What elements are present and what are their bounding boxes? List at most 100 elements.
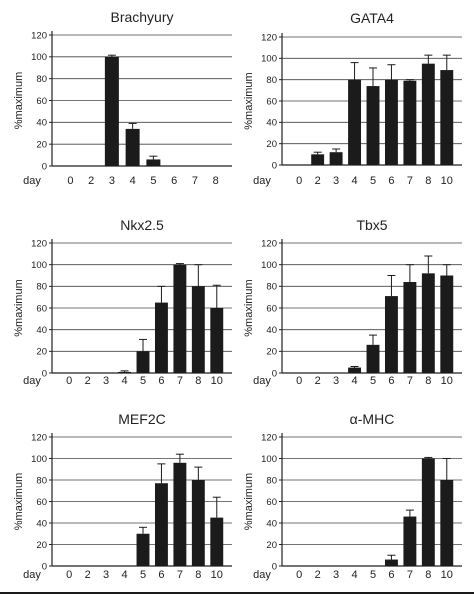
x-tick-label: 2 (88, 175, 94, 187)
bar (440, 275, 454, 373)
y-tick-label: 120 (31, 432, 47, 443)
chart-title: GATA4 (350, 10, 394, 26)
bar (421, 273, 435, 373)
y-tick-label: 40 (266, 518, 277, 529)
bar (366, 344, 380, 373)
x-tick-label: 3 (109, 175, 115, 187)
x-tick-label: 5 (370, 569, 376, 581)
bar (403, 282, 417, 373)
y-tick-label: 0 (272, 368, 277, 379)
x-tick-label: 8 (425, 175, 431, 187)
bar (104, 56, 119, 167)
bar (440, 480, 454, 566)
y-tick-label: 60 (36, 96, 47, 107)
bar (421, 458, 435, 566)
x-tick-label: 6 (158, 569, 164, 581)
y-tick-label: 100 (261, 260, 277, 271)
x-tick-label: 3 (333, 375, 339, 387)
bar (348, 79, 362, 165)
chart-title: Nkx2.5 (120, 217, 164, 233)
x-tick-label: 2 (85, 569, 91, 581)
chart-title: Tbx5 (356, 217, 387, 233)
y-tick-label: 80 (266, 282, 277, 293)
x-axis-label: day (23, 175, 41, 187)
y-tick-label: 40 (36, 518, 47, 529)
x-tick-label: 2 (315, 375, 321, 387)
x-tick-label: 4 (121, 569, 127, 581)
x-tick-label: 3 (333, 569, 339, 581)
x-tick-label: 8 (213, 175, 219, 187)
y-tick-label: 120 (261, 432, 277, 443)
x-tick-label: 4 (121, 375, 127, 387)
y-tick-label: 0 (272, 160, 277, 171)
y-tick-label: 20 (36, 347, 47, 358)
x-tick-label: 0 (296, 375, 302, 387)
x-tick-label: 5 (150, 175, 156, 187)
bar (125, 128, 140, 166)
y-tick-label: 60 (266, 497, 277, 508)
y-axis-label: %maximum (243, 473, 255, 530)
x-tick-label: 5 (140, 375, 146, 387)
chart-title: Brachyury (110, 9, 173, 25)
x-tick-label: 6 (171, 175, 177, 187)
x-tick-label: 0 (67, 175, 73, 187)
x-tick-label: 8 (425, 375, 431, 387)
x-axis-label: day (253, 569, 271, 581)
x-tick-label: 8 (195, 375, 201, 387)
x-tick-label: 0 (66, 569, 72, 581)
bar (173, 462, 187, 566)
bar (384, 296, 398, 373)
x-tick-label: 10 (211, 375, 223, 387)
bar (348, 367, 362, 373)
x-tick-label: 0 (296, 569, 302, 581)
bar (384, 79, 398, 165)
x-tick-label: 10 (441, 569, 453, 581)
bar (154, 302, 168, 373)
x-tick-label: 5 (140, 569, 146, 581)
y-tick-label: 60 (36, 497, 47, 508)
y-tick-label: 40 (36, 118, 47, 129)
x-tick-label: 7 (407, 569, 413, 581)
x-tick-label: 4 (351, 569, 357, 581)
x-tick-label: 5 (370, 375, 376, 387)
x-tick-label: 3 (103, 569, 109, 581)
y-tick-label: 0 (42, 561, 47, 572)
y-tick-label: 120 (261, 32, 277, 43)
bar (191, 480, 205, 566)
x-tick-label: 0 (296, 175, 302, 187)
x-tick-label: 8 (425, 569, 431, 581)
x-tick-label: 8 (195, 569, 201, 581)
x-tick-label: 4 (351, 175, 357, 187)
y-tick-label: 120 (31, 30, 47, 41)
y-tick-label: 60 (36, 303, 47, 314)
x-tick-label: 2 (315, 569, 321, 581)
chart-title: MEF2C (118, 411, 165, 427)
x-tick-label: 10 (441, 375, 453, 387)
x-tick-label: 7 (407, 375, 413, 387)
y-tick-label: 100 (261, 454, 277, 465)
bar (403, 516, 417, 566)
bar (384, 559, 398, 566)
bar (329, 152, 343, 165)
x-tick-label: 7 (177, 569, 183, 581)
x-tick-label: 10 (211, 569, 223, 581)
x-tick-label: 6 (388, 175, 394, 187)
x-axis-label: day (23, 375, 41, 387)
y-tick-label: 100 (31, 260, 47, 271)
y-tick-label: 100 (261, 54, 277, 65)
y-tick-label: 20 (266, 540, 277, 551)
y-tick-label: 80 (36, 475, 47, 486)
y-axis-label: %maximum (243, 72, 255, 129)
bar (440, 70, 454, 165)
x-tick-label: 2 (85, 375, 91, 387)
bottom-rule (0, 592, 474, 594)
y-tick-label: 100 (31, 52, 47, 63)
y-tick-label: 80 (266, 475, 277, 486)
x-tick-label: 7 (192, 175, 198, 187)
